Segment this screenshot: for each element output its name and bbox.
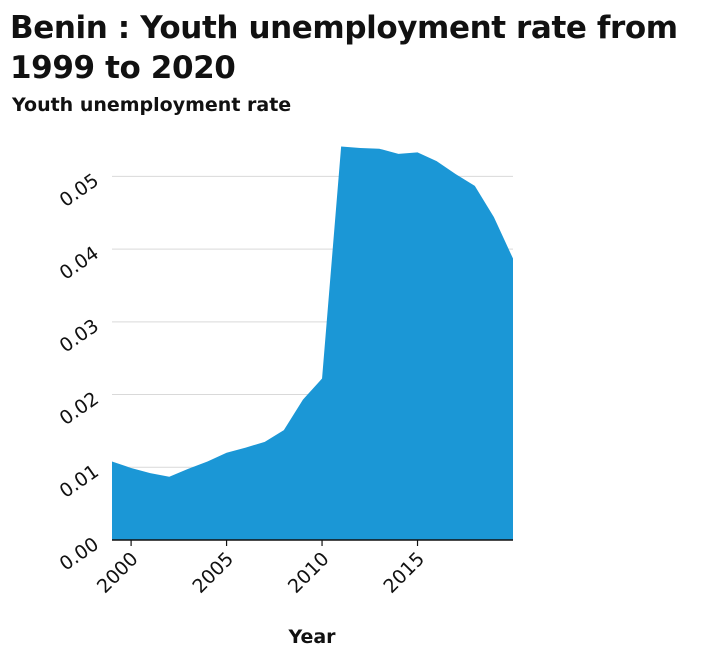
x-tick-label: 2010	[284, 548, 334, 598]
chart-title: Benin : Youth unemployment rate from 199…	[10, 10, 678, 86]
axes	[112, 539, 513, 546]
y-tick-label: 0.03	[56, 315, 103, 357]
y-tick-label: 0.04	[56, 242, 103, 284]
x-tick-label: 2015	[379, 548, 429, 598]
area-fill	[112, 146, 513, 541]
x-tick-label: 2005	[188, 548, 238, 598]
y-tick-labels: 0.00 0.01 0.02 0.03 0.04 0.05	[56, 169, 103, 575]
y-tick-label: 0.01	[56, 460, 103, 502]
x-tick-label: 2000	[93, 548, 143, 598]
x-tick-labels: 2000 2005 2010 2015	[93, 548, 429, 598]
y-axis-label: Youth unemployment rate	[12, 94, 292, 116]
y-tick-label: 0.02	[56, 388, 103, 430]
x-axis-label: Year	[288, 626, 336, 648]
area-series	[112, 146, 513, 541]
y-tick-label: 0.00	[56, 533, 103, 575]
y-tick-label: 0.05	[56, 169, 103, 211]
